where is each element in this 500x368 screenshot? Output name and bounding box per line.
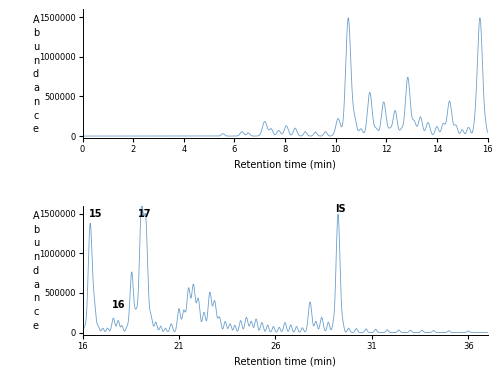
Text: 16: 16: [112, 300, 126, 309]
Text: b: b: [33, 28, 39, 38]
Text: u: u: [33, 238, 39, 248]
Text: u: u: [33, 42, 39, 52]
Text: n: n: [33, 56, 39, 66]
Text: c: c: [33, 307, 38, 317]
Text: d: d: [33, 266, 39, 276]
Text: A: A: [32, 15, 39, 25]
Text: c: c: [33, 111, 38, 121]
Text: d: d: [33, 70, 39, 79]
Text: e: e: [33, 321, 39, 331]
Text: a: a: [33, 83, 39, 93]
Text: b: b: [33, 225, 39, 235]
Text: a: a: [33, 280, 39, 290]
Text: e: e: [33, 124, 39, 134]
Text: n: n: [33, 293, 39, 303]
Text: IS: IS: [335, 204, 346, 215]
X-axis label: Retention time (min): Retention time (min): [234, 356, 336, 367]
Text: 15: 15: [89, 209, 103, 219]
Text: n: n: [33, 97, 39, 107]
Text: n: n: [33, 252, 39, 262]
X-axis label: Retention time (min): Retention time (min): [234, 160, 336, 170]
Text: 17: 17: [138, 209, 151, 219]
Text: A: A: [32, 211, 39, 221]
